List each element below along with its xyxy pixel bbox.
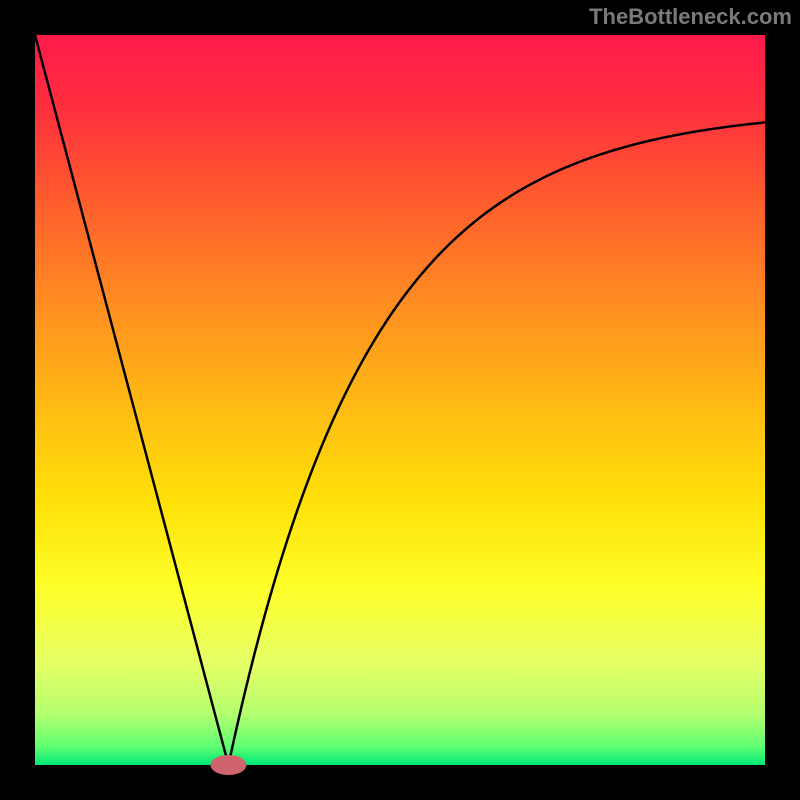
watermark-text: TheBottleneck.com (589, 4, 792, 30)
chart-container: TheBottleneck.com (0, 0, 800, 800)
dip-marker (210, 755, 246, 775)
bottleneck-chart (0, 0, 800, 800)
